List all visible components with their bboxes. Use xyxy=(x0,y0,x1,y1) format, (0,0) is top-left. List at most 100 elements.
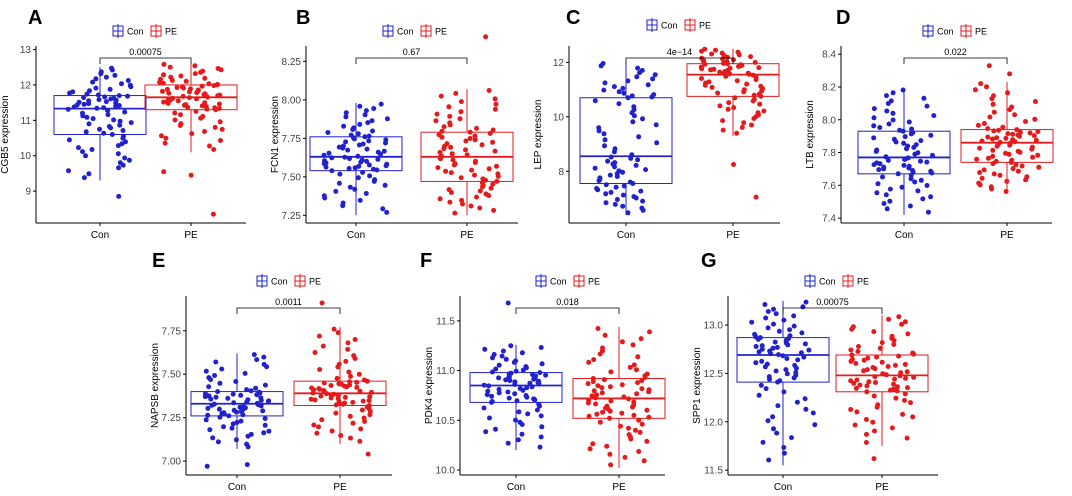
data-point xyxy=(345,147,351,153)
data-point xyxy=(639,386,645,392)
points-con xyxy=(871,87,937,215)
legend-label-con: Con xyxy=(397,27,414,37)
data-point xyxy=(225,395,231,401)
data-point xyxy=(905,143,911,149)
points-con xyxy=(481,300,549,450)
data-point xyxy=(453,90,459,96)
data-point xyxy=(586,413,592,419)
data-point xyxy=(802,396,808,402)
data-point xyxy=(101,130,107,136)
data-point xyxy=(653,122,659,128)
data-point xyxy=(237,404,243,410)
data-point xyxy=(990,153,996,159)
data-point xyxy=(492,96,498,102)
data-point xyxy=(164,86,170,92)
y-tick-label: 8.4 xyxy=(822,50,836,61)
data-point xyxy=(433,118,439,124)
data-point xyxy=(381,148,387,154)
data-point xyxy=(519,422,525,427)
legend-label-pe: PE xyxy=(975,27,987,37)
y-tick-label: 10.0 xyxy=(436,466,456,477)
data-point xyxy=(125,93,130,99)
data-point xyxy=(1005,90,1010,96)
data-point xyxy=(1012,139,1018,145)
data-point xyxy=(87,88,92,94)
data-point xyxy=(254,400,260,406)
data-point xyxy=(854,409,860,415)
y-axis-title: FCN1 expression xyxy=(270,96,281,173)
data-point xyxy=(212,373,218,378)
data-point xyxy=(495,173,501,179)
data-point xyxy=(321,152,327,158)
data-point xyxy=(514,398,520,404)
data-point xyxy=(630,181,636,186)
data-point xyxy=(871,456,877,462)
data-point xyxy=(977,145,983,151)
data-point xyxy=(1031,133,1037,139)
box-pe xyxy=(420,34,514,216)
data-point xyxy=(591,388,597,394)
data-point xyxy=(753,360,759,366)
data-point xyxy=(106,124,112,129)
x-tick-label: Con xyxy=(617,230,635,241)
panel-letter: C xyxy=(566,7,580,29)
data-point xyxy=(217,414,223,420)
data-point xyxy=(309,385,315,391)
data-point xyxy=(172,117,178,123)
data-point xyxy=(538,413,544,419)
data-point xyxy=(322,195,328,201)
data-point xyxy=(795,357,801,363)
data-point xyxy=(905,331,911,337)
data-point xyxy=(928,194,934,200)
data-point xyxy=(472,137,478,143)
data-point xyxy=(725,106,731,112)
data-point xyxy=(918,177,924,183)
data-point xyxy=(218,138,223,143)
data-point xyxy=(357,103,363,109)
data-point xyxy=(324,391,329,397)
data-point xyxy=(80,113,86,119)
data-point xyxy=(260,408,266,414)
data-point xyxy=(116,193,122,199)
data-point xyxy=(186,95,192,101)
data-point xyxy=(452,161,458,167)
data-point xyxy=(627,364,633,370)
data-point xyxy=(537,370,543,376)
data-point xyxy=(86,171,92,177)
data-point xyxy=(1008,159,1014,165)
bracket-line xyxy=(236,307,341,314)
data-point xyxy=(231,400,237,406)
data-point xyxy=(972,87,978,93)
data-point xyxy=(71,104,77,110)
significance-bracket: 0.00075 xyxy=(99,47,192,64)
data-point xyxy=(319,300,325,306)
data-point xyxy=(625,210,631,216)
data-point xyxy=(316,424,321,430)
data-point xyxy=(910,414,916,420)
bracket-line xyxy=(355,57,468,64)
data-point xyxy=(861,357,867,363)
data-point xyxy=(1000,124,1006,130)
data-point xyxy=(491,207,497,213)
data-point xyxy=(254,357,260,363)
data-point xyxy=(1029,146,1035,152)
data-point xyxy=(885,364,891,369)
box-pe xyxy=(293,300,387,457)
x-tick-label: Con xyxy=(507,482,525,493)
data-point xyxy=(640,198,646,204)
data-point xyxy=(699,76,704,81)
data-point xyxy=(482,346,488,352)
x-tick-label: PE xyxy=(875,482,889,493)
data-point xyxy=(265,399,271,405)
data-point xyxy=(102,94,108,100)
data-point xyxy=(338,433,344,438)
data-point xyxy=(1010,131,1016,137)
data-point xyxy=(759,343,765,349)
data-point xyxy=(366,162,372,168)
data-point xyxy=(439,128,445,134)
data-point xyxy=(523,365,529,371)
data-point xyxy=(244,399,250,405)
data-point xyxy=(345,346,351,352)
data-point xyxy=(321,380,327,386)
